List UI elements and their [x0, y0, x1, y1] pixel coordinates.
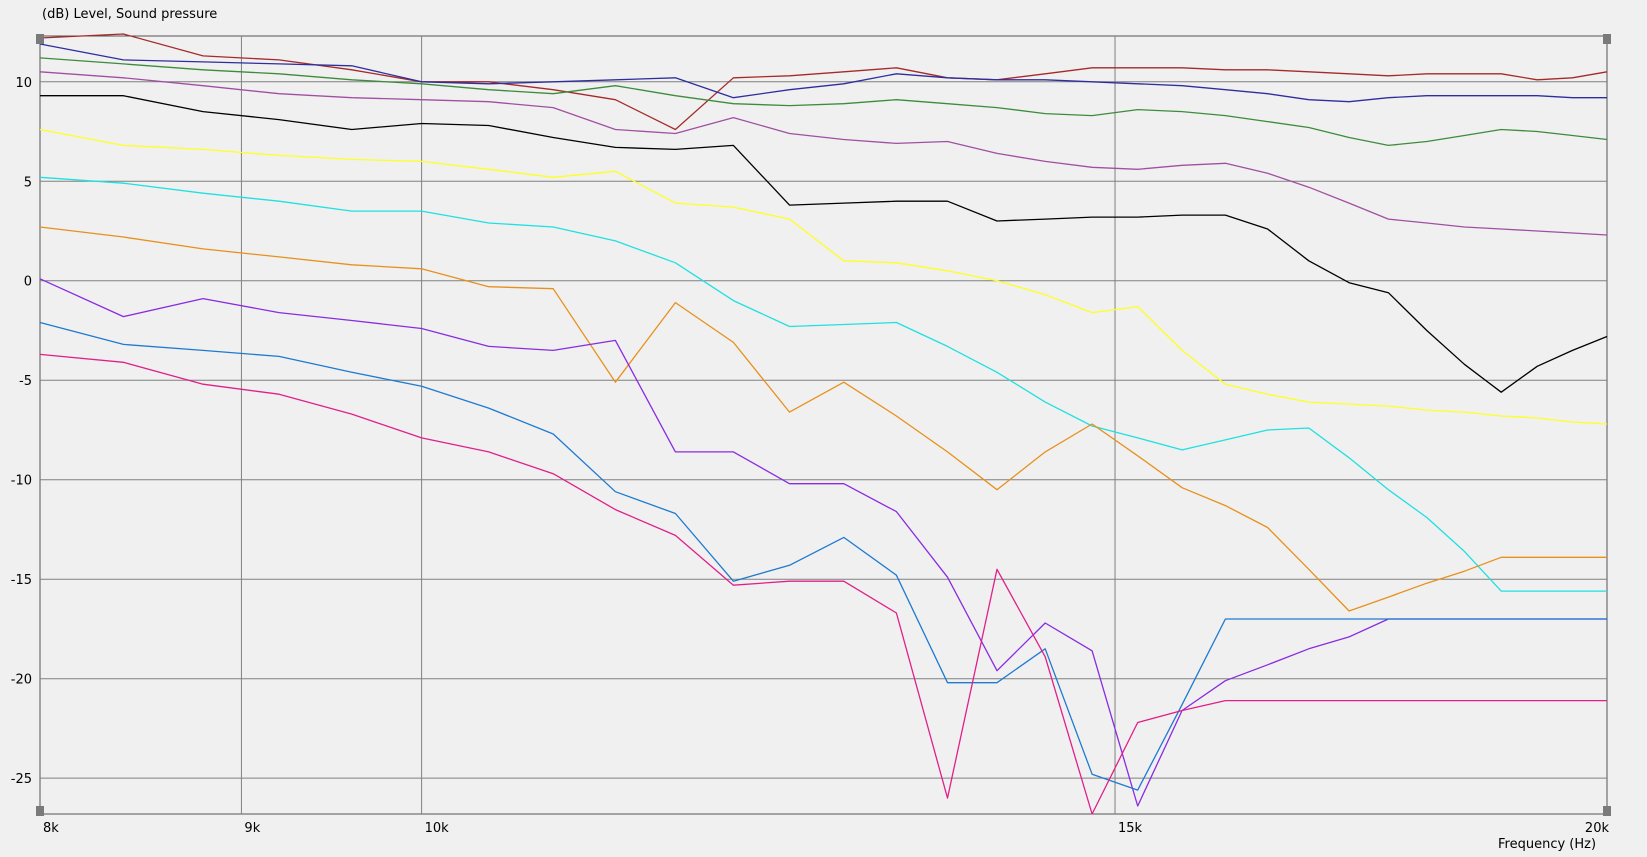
series-lines [39, 33, 1608, 815]
plot-area [39, 35, 1608, 815]
series-line-4 [39, 71, 1608, 236]
x-tick-label: 9k [244, 821, 260, 836]
x-tick-label: 8k [43, 821, 59, 836]
tick-labels: 10 5 0 -5 -10 -15 -20 -25 8k 9k 10k 15k 20k [11, 76, 1610, 836]
series-line-5 [40, 95, 1608, 393]
grid [40, 36, 1607, 814]
series-line-7 [39, 176, 1607, 592]
handle-top-right[interactable] [1603, 34, 1611, 44]
series-line-11 [39, 353, 1607, 815]
x-tick-label: 20k [1585, 821, 1610, 836]
y-tick-label: 5 [24, 175, 32, 190]
y-tick-label: -15 [11, 573, 32, 588]
y-tick-label: -10 [11, 474, 32, 489]
y-axis-label: (dB) Level, Sound pressure [42, 7, 217, 22]
handle-top-left[interactable] [36, 34, 44, 44]
series-line-6 [39, 128, 1608, 425]
series-line-10 [39, 321, 1607, 791]
handle-bottom-right[interactable] [1603, 806, 1611, 816]
y-tick-label: 0 [24, 275, 32, 290]
series-line-3 [39, 57, 1608, 147]
series-line-8 [39, 226, 1607, 612]
y-tick-label: 10 [15, 76, 32, 91]
y-tick-label: -20 [11, 673, 32, 688]
axis-handles[interactable] [36, 34, 1611, 816]
y-tick-label: -5 [19, 374, 32, 389]
x-axis-label: Frequency (Hz) [1498, 837, 1596, 852]
x-tick-label: 15k [1118, 821, 1143, 836]
x-tick-label: 10k [425, 821, 450, 836]
y-tick-label: -25 [11, 772, 32, 787]
series-line-2 [39, 43, 1607, 103]
handle-bottom-left[interactable] [36, 806, 44, 816]
